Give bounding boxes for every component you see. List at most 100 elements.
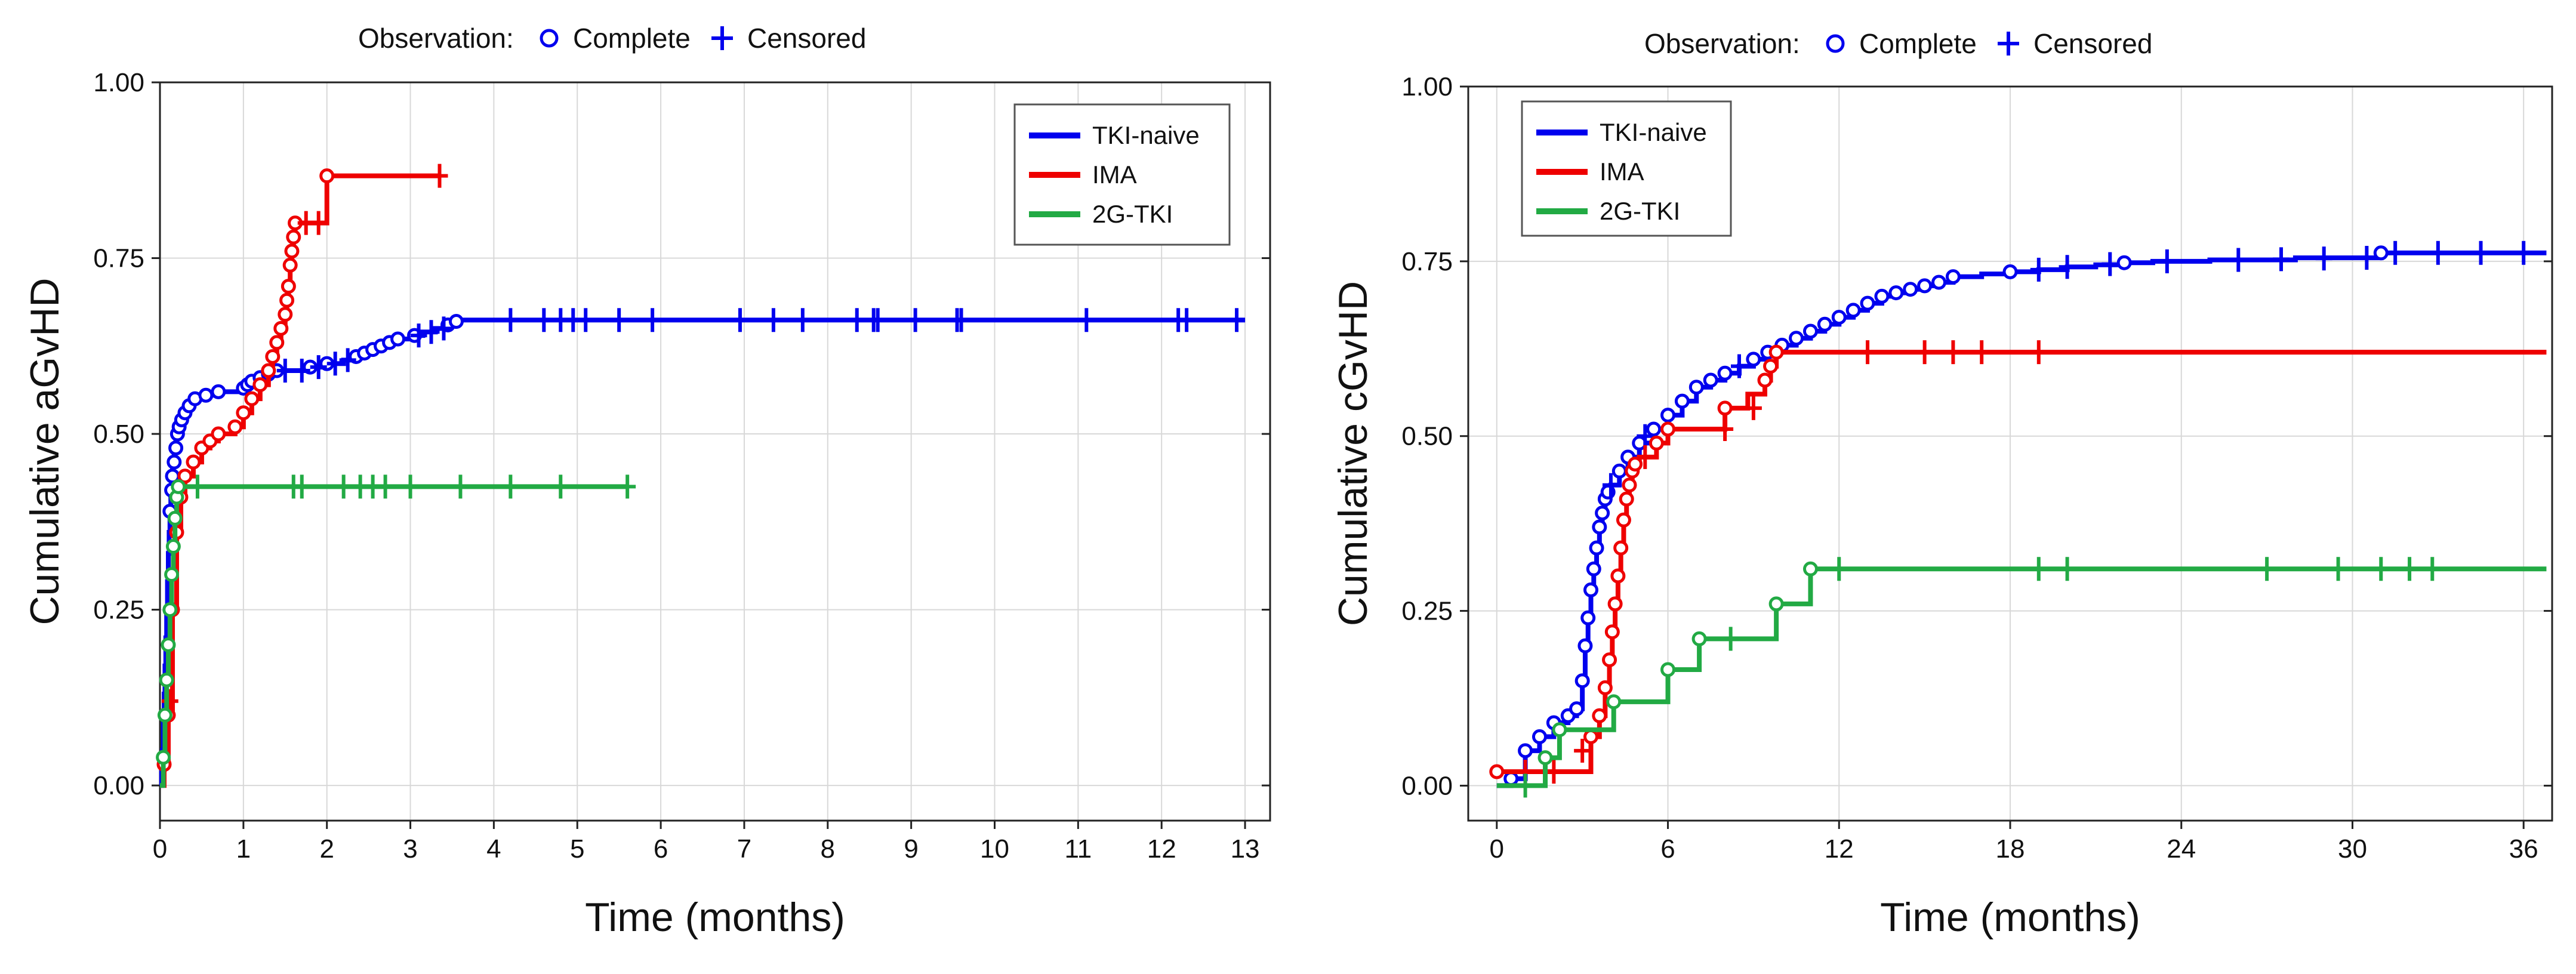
censored-point — [611, 308, 628, 332]
censored-point — [1602, 473, 1619, 497]
censored-point — [502, 474, 519, 499]
agvhd-chart: 0 1 2 3 4 5 6 7 8 9 10 11 12 130.000.250.500.751.00Ti… — [22, 23, 1271, 940]
censored-point — [1731, 354, 1748, 378]
complete-point — [164, 567, 180, 582]
censored-point — [794, 308, 811, 332]
plot-frame — [159, 81, 1271, 822]
x-tick-label: 3 — [403, 834, 417, 864]
complete-point — [167, 454, 182, 470]
censored-point — [1574, 738, 1591, 763]
x-tick-label: 12 — [1825, 834, 1854, 864]
complete-point — [162, 602, 178, 618]
series-tki-naive — [159, 308, 1246, 788]
censored-point — [2358, 246, 2375, 270]
complete-point — [1691, 631, 1707, 646]
censored-point — [435, 316, 452, 341]
censored-point — [2030, 257, 2047, 282]
complete-point — [1595, 506, 1610, 521]
complete-point — [269, 335, 285, 350]
complete-point — [1574, 673, 1590, 689]
complete-point — [1768, 596, 1784, 612]
complete-point — [1746, 352, 1761, 367]
complete-point — [1607, 596, 1623, 612]
complete-point — [1688, 380, 1704, 395]
censored-point — [1745, 396, 1762, 420]
complete-point — [1589, 540, 1604, 556]
censored-point — [276, 359, 294, 383]
complete-point — [282, 257, 298, 273]
complete-point — [1888, 285, 1904, 301]
complete-point — [273, 320, 289, 336]
complete-point — [1580, 610, 1596, 625]
complete-point — [1917, 278, 1933, 294]
complete-point — [1660, 408, 1676, 423]
complete-point — [177, 468, 193, 484]
censored-point — [765, 308, 782, 332]
complete-point — [284, 244, 300, 259]
complete-point — [161, 637, 176, 652]
complete-point — [1610, 568, 1626, 584]
censored-point — [326, 352, 344, 376]
x-tick-label: 18 — [1996, 834, 2025, 864]
complete-point — [265, 349, 281, 364]
y-axis-label: Cumulative cGvHD — [1330, 281, 1376, 626]
complete-point — [1616, 512, 1631, 528]
complete-point — [236, 405, 251, 421]
censored-point — [2472, 241, 2489, 265]
complete-point — [211, 426, 226, 442]
complete-legend-marker — [540, 29, 559, 48]
censored-point — [1078, 308, 1095, 332]
y-tick-label: 0.50 — [1401, 422, 1453, 451]
censored-point — [502, 308, 519, 332]
series-legend: TKI-naive IMA 2G-TKI — [1521, 100, 1732, 237]
complete-point — [1931, 275, 1947, 290]
x-tick-label: 2 — [319, 834, 334, 864]
complete-point — [1802, 323, 1818, 339]
y-tick-label: 1.00 — [1401, 72, 1453, 101]
censored-point — [2429, 241, 2446, 265]
censored-point — [2387, 241, 2404, 265]
censored-point — [423, 320, 440, 344]
y-tick-label: 0.25 — [93, 596, 144, 625]
complete-point — [1757, 372, 1773, 388]
complete-point — [244, 391, 260, 406]
complete-point — [1660, 662, 1676, 677]
complete-point — [211, 384, 226, 399]
x-tick-label: 9 — [904, 834, 918, 864]
censored-point — [1916, 340, 1933, 365]
complete-point — [198, 387, 214, 403]
complete-point — [1622, 477, 1637, 493]
complete-point — [159, 672, 174, 688]
complete-point — [1802, 561, 1818, 577]
complete-point — [1945, 269, 1961, 285]
censored-point — [1637, 445, 1654, 469]
x-tick-label: 24 — [2167, 834, 2196, 864]
complete-point — [1763, 359, 1779, 374]
observation-title: Observation: — [358, 23, 514, 54]
y-tick-label: 0.75 — [93, 244, 144, 273]
y-tick-label: 0.50 — [93, 420, 144, 449]
complete-point — [1583, 582, 1598, 597]
complete-point — [1768, 344, 1784, 360]
complete-point — [1577, 638, 1593, 654]
cgvhd-chart: 0 6 12 18 24 30 36 0.00 0.25 0.50 0.75 1.00 Time (mo… — [1330, 28, 2553, 940]
complete-point — [278, 307, 293, 322]
censored-point — [577, 308, 594, 332]
censored-point — [335, 474, 352, 499]
complete-legend-label: Complete — [573, 23, 691, 54]
complete-point — [227, 419, 243, 434]
complete-point — [1592, 519, 1607, 535]
x-tick-label: 36 — [2509, 834, 2538, 864]
series-legend: TKI-naive IMA 2G-TKI — [1013, 103, 1231, 246]
complete-point — [1518, 743, 1533, 759]
series-ima — [156, 164, 448, 788]
x-tick-label: 0 — [153, 834, 167, 864]
complete-point — [168, 440, 184, 456]
observation-title: Observation: — [1644, 28, 1800, 59]
censored-point — [1637, 424, 1654, 448]
complete-point — [1674, 393, 1690, 409]
complete-point — [1503, 771, 1519, 787]
censored-point — [1859, 340, 1876, 365]
censored-point — [2030, 557, 2047, 581]
censored-point — [1722, 627, 1739, 651]
